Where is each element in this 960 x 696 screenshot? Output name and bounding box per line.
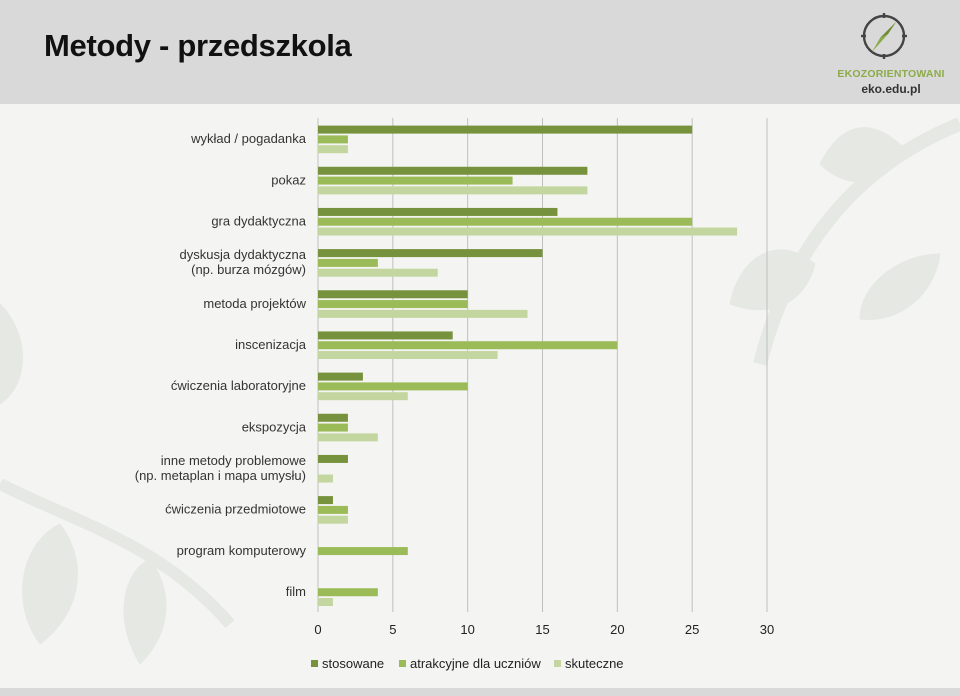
legend-swatch-2 [554,660,561,667]
bar-atrakcyjne-9 [318,505,348,514]
category-label: film [286,584,306,599]
x-axis-ticks: 0 5 10 15 20 25 30 [314,622,774,637]
bar-atrakcyjne-2 [318,217,693,226]
category-label: pokaz [271,172,306,187]
chart-gridlines [317,118,768,612]
category-label: ćwiczenia przedmiotowe [165,502,306,517]
bar-skuteczne-4 [318,309,528,318]
bar-atrakcyjne-1 [318,176,513,185]
bar-atrakcyjne-0 [318,135,348,144]
category-label: wykład / pogadanka [190,131,307,146]
bar-atrakcyjne-3 [318,258,378,267]
bar-stosowane-3 [318,249,543,258]
category-label: dyskusja dydaktyczna [180,247,307,262]
bar-skuteczne-6 [318,392,408,401]
bar-stosowane-8 [318,454,348,463]
bar-skuteczne-2 [318,227,738,236]
bar-stosowane-5 [318,331,453,340]
legend-swatch-1 [399,660,406,667]
x-tick-label-5: 5 [389,622,396,637]
bar-stosowane-0 [318,125,693,134]
logo-url: eko.edu.pl [861,82,921,96]
chart-bars [318,125,738,607]
x-tick-label-30: 30 [760,622,774,637]
bar-skuteczne-9 [318,515,348,524]
bar-atrakcyjne-11 [318,588,378,597]
bar-stosowane-6 [318,372,363,381]
x-tick-label-0: 0 [314,622,321,637]
bar-stosowane-4 [318,290,468,299]
chart-legend: stosowane atrakcyjne dla uczniów skuteczne [311,656,624,671]
bar-skuteczne-5 [318,351,498,360]
category-label: gra dydaktyczna [211,213,306,228]
bar-stosowane-9 [318,496,333,505]
bar-atrakcyjne-6 [318,382,468,391]
category-label: metoda projektów [203,296,306,311]
bar-atrakcyjne-5 [318,341,618,350]
bar-skuteczne-3 [318,268,438,277]
bar-skuteczne-0 [318,145,348,154]
category-label: ekspozycja [242,419,307,434]
x-tick-label-15: 15 [535,622,549,637]
bar-skuteczne-7 [318,433,378,442]
legend-label-2: skuteczne [565,656,624,671]
category-label: (np. metaplan i mapa umysłu) [135,468,306,483]
bar-stosowane-1 [318,166,588,175]
bar-stosowane-7 [318,413,348,422]
bar-atrakcyjne-10 [318,547,408,556]
x-tick-label-10: 10 [460,622,474,637]
footer-strip [0,688,960,696]
legend-label-1: atrakcyjne dla uczniów [410,656,541,671]
page-title: Metody - przedszkola [44,28,352,63]
bar-skuteczne-8 [318,474,333,483]
category-label: inscenizacja [235,337,307,352]
bar-skuteczne-1 [318,186,588,195]
category-label: ćwiczenia laboratoryjne [171,378,306,393]
bar-atrakcyjne-4 [318,300,468,309]
bar-atrakcyjne-7 [318,423,348,432]
bar-stosowane-2 [318,207,558,216]
legend-label-0: stosowane [322,656,384,671]
bar-skuteczne-11 [318,598,333,607]
x-tick-label-25: 25 [685,622,699,637]
category-labels: wykład / pogadanka pokaz gra dydaktyczna dy… [135,131,307,599]
header-bar: Metody - przedszkola EKOZORIENTOWANI eko… [0,0,960,104]
category-label: inne metody problemowe [161,453,306,468]
leaf-decoration [0,117,960,665]
logo-name: EKOZORIENTOWANI [837,68,945,80]
category-label: (np. burza mózgów) [191,262,306,277]
x-tick-label-20: 20 [610,622,624,637]
logo: EKOZORIENTOWANI eko.edu.pl [836,8,946,100]
category-label: program komputerowy [177,543,307,558]
compass-icon [861,13,907,59]
legend-swatch-0 [311,660,318,667]
